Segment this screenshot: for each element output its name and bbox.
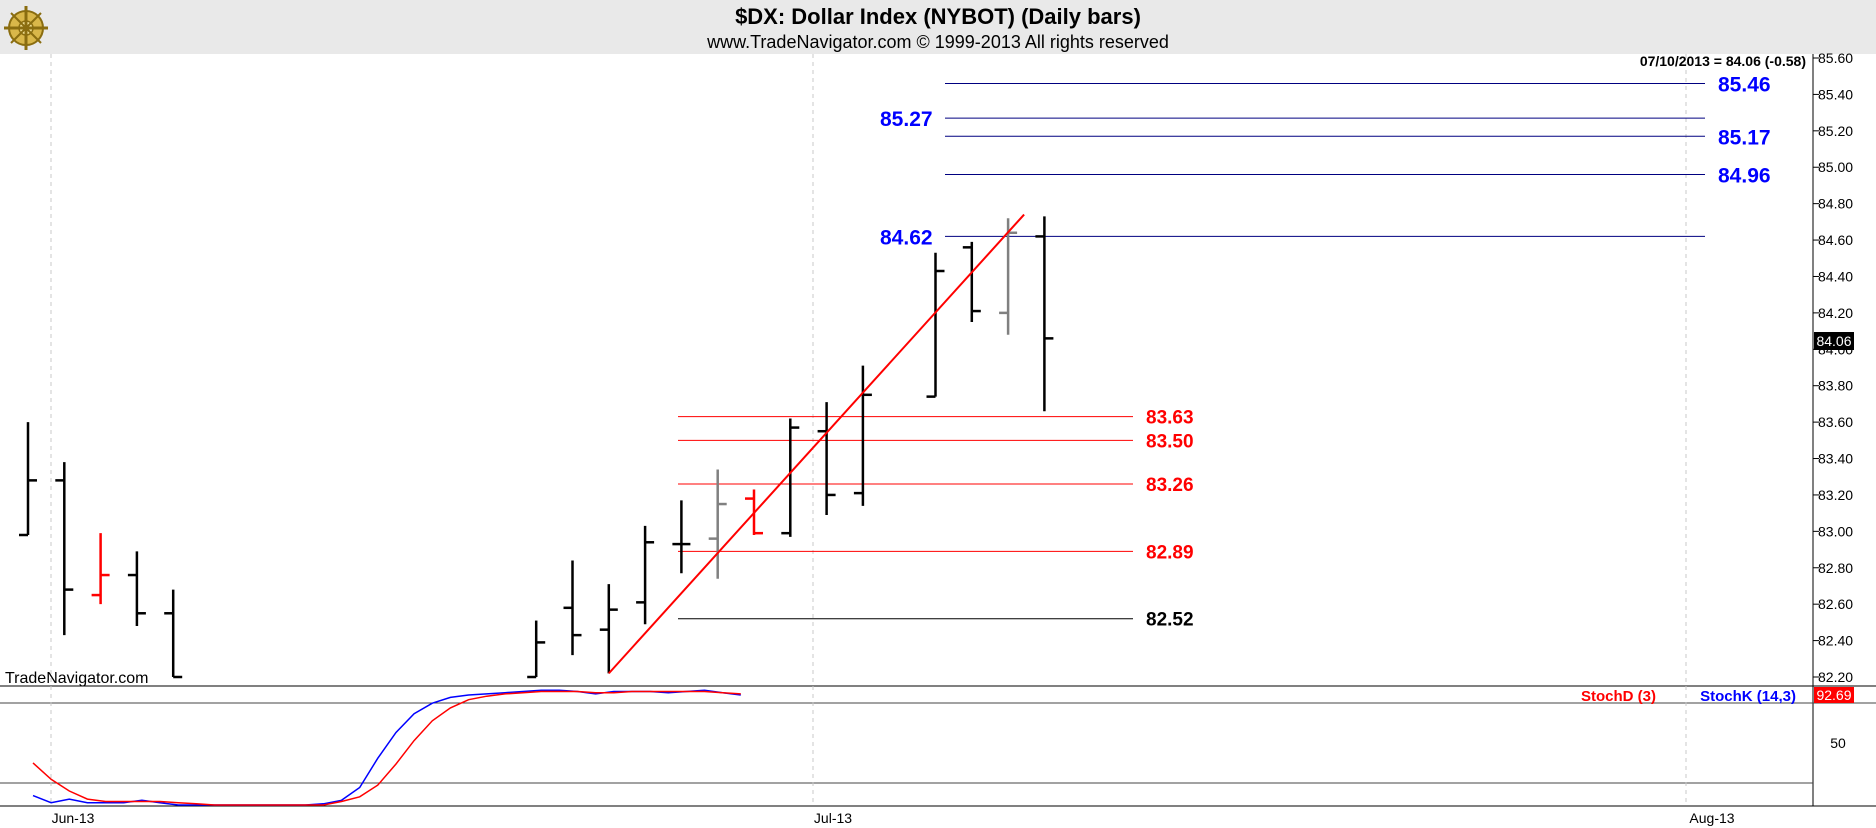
y-tick-label: 84.60 [1818, 232, 1853, 248]
price-bar [853, 365, 872, 506]
stoch-value-badge [1814, 687, 1854, 703]
x-label-jun: Jun-13 [52, 810, 95, 826]
price-bar [636, 525, 655, 625]
last-price-badge [1814, 332, 1854, 350]
fib-extension-label: 85.46 [1718, 73, 1771, 96]
x-label-jul: Jul-13 [814, 810, 852, 826]
price-bar [781, 418, 800, 537]
fib-retracement-label: 83.26 [1146, 475, 1194, 496]
fib-extension-label: 84.96 [1718, 165, 1771, 188]
fib-retracement-label: 83.50 [1146, 431, 1194, 452]
last-price-badge-label: 84.06 [1816, 333, 1851, 349]
y-tick-label: 85.40 [1818, 86, 1853, 102]
price-bar [164, 589, 183, 679]
stochk-line [32, 689, 741, 806]
price-bar [563, 560, 582, 656]
y-tick-label: 83.60 [1818, 414, 1853, 430]
fib-extension-label: 85.27 [880, 108, 933, 131]
y-tick-label: 82.60 [1818, 596, 1853, 612]
plot-background [0, 54, 1813, 686]
y-tick-label: 84.80 [1818, 196, 1853, 212]
last-price-info: 07/10/2013 = 84.06 (-0.58) [1640, 53, 1806, 69]
support-label: 82.52 [1146, 610, 1194, 631]
chart-subtitle: www.TradeNavigator.com © 1999-2013 All r… [706, 32, 1169, 52]
trendline [608, 213, 1025, 675]
fib-extension-label: 85.17 [1718, 126, 1771, 149]
y-tick-label: 83.40 [1818, 451, 1853, 467]
y-tick-label: 82.20 [1818, 669, 1853, 685]
legend-stochk: StochK (14,3) [1700, 688, 1796, 705]
price-bar [1035, 216, 1054, 412]
price-bar [599, 584, 618, 674]
watermark-text: TradeNavigator.com [5, 670, 148, 687]
price-bar [708, 469, 727, 579]
logo-icon [4, 6, 48, 50]
price-bar [127, 551, 146, 627]
price-bar [55, 462, 74, 636]
y-tick-label: 85.60 [1818, 50, 1853, 66]
y-tick-label: 83.00 [1818, 523, 1853, 539]
legend-stochd: StochD (3) [1581, 688, 1656, 705]
y-tick-label: 84.20 [1818, 305, 1853, 321]
fib-retracement-label: 82.89 [1146, 542, 1194, 563]
stoch-value-badge-label: 92.69 [1816, 687, 1851, 703]
price-bar [527, 620, 546, 679]
stochd-line [32, 690, 741, 806]
price-bar [19, 422, 37, 537]
price-bar [999, 218, 1018, 335]
header-band [0, 0, 1876, 54]
chart-title: $DX: Dollar Index (NYBOT) (Daily bars) [735, 4, 1141, 29]
price-bar [91, 533, 110, 605]
y-tick-label: 84.40 [1818, 268, 1853, 284]
fib-extension-label: 84.62 [880, 226, 933, 249]
price-bar [817, 402, 836, 515]
y-tick-label: 83.80 [1818, 378, 1853, 394]
y-tick-label: 82.40 [1818, 633, 1853, 649]
y-tick-label: 85.00 [1818, 159, 1853, 175]
y-tick-label: 85.20 [1818, 123, 1853, 139]
stoch-tick-50: 50 [1830, 735, 1846, 751]
price-bar [926, 252, 945, 398]
price-bar [962, 241, 981, 322]
y-tick-label: 83.20 [1818, 487, 1853, 503]
fib-retracement-label: 83.63 [1146, 408, 1194, 429]
x-label-aug: Aug-13 [1689, 810, 1734, 826]
price-bar [672, 500, 691, 574]
y-tick-label: 82.80 [1818, 560, 1853, 576]
